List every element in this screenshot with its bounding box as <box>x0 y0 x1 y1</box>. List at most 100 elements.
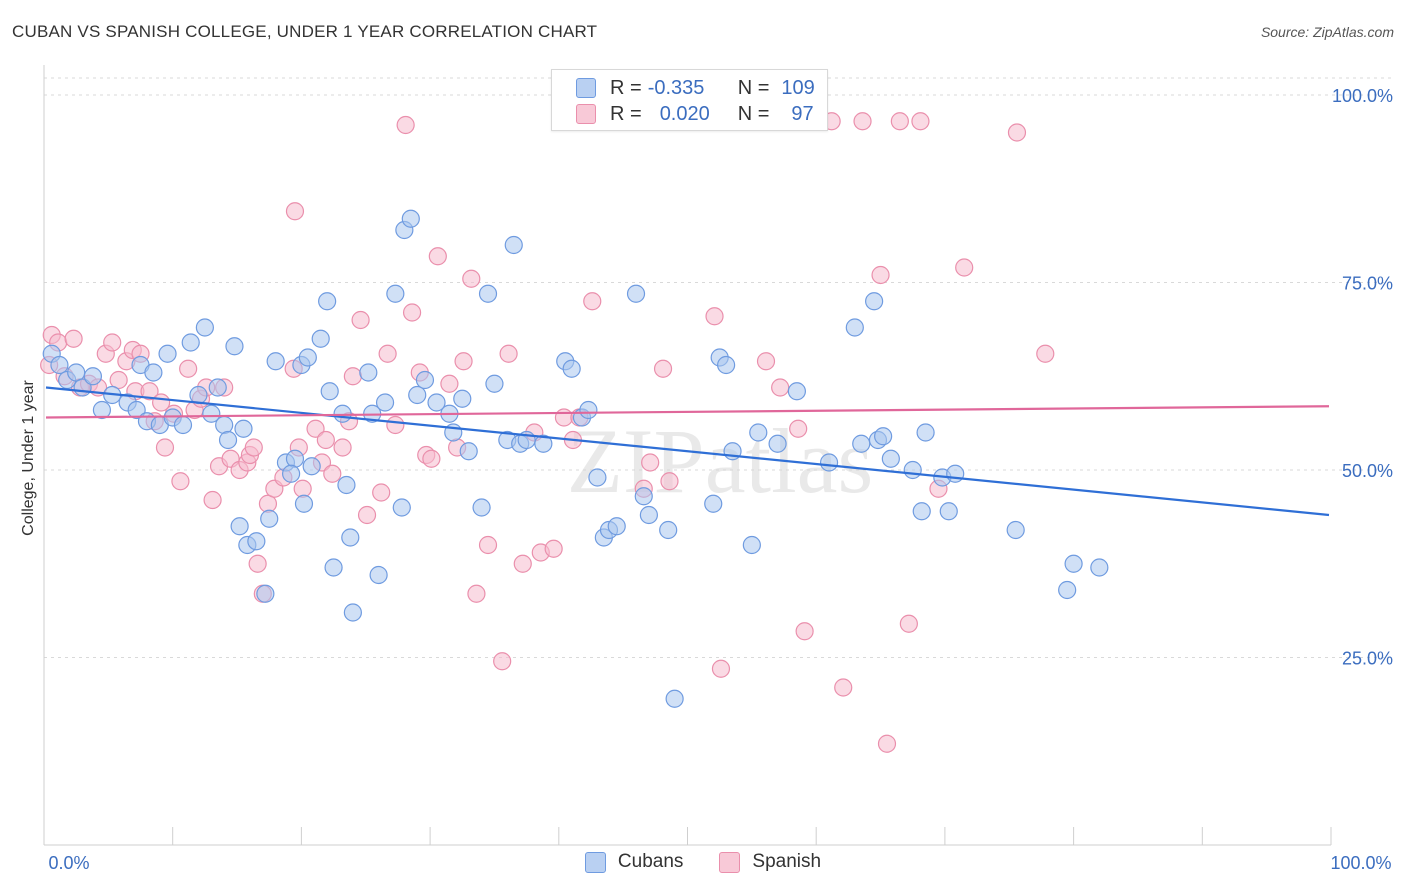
cuban-point <box>375 393 395 412</box>
cuban-point <box>266 352 285 371</box>
spanish-point <box>316 430 335 450</box>
y-tick-label: 75.0% <box>1342 274 1393 294</box>
cuban-point <box>282 464 301 483</box>
x-tick-label: 0.0% <box>48 853 89 873</box>
cuban-point <box>415 370 435 390</box>
cuban-point <box>626 284 646 303</box>
cuban-point <box>852 434 871 453</box>
spanish-point <box>103 333 122 352</box>
spanish-point <box>554 408 574 427</box>
cuban-point <box>359 363 378 382</box>
cuban-point <box>324 558 343 577</box>
cuban-point <box>1006 520 1025 540</box>
cuban-point <box>1058 580 1077 600</box>
spanish-point <box>454 352 473 371</box>
cuban-point <box>401 209 420 228</box>
cuban-point <box>247 532 266 551</box>
spanish-point <box>179 359 198 378</box>
cuban-point <box>260 509 279 528</box>
cuban-point <box>704 494 723 513</box>
cuban-point <box>158 344 177 363</box>
r-label: R = <box>610 102 642 125</box>
cuban-point <box>874 427 893 446</box>
legend-item-spanish: Spanish <box>719 851 821 873</box>
spanish-point <box>911 112 930 131</box>
legend-row-spanish: R = 0.020 N = 97 <box>576 102 814 126</box>
cuban-point <box>144 363 163 382</box>
cuban-point <box>1090 558 1109 577</box>
spanish-point <box>641 453 660 472</box>
spanish-point <box>853 112 872 131</box>
spanish-point <box>244 438 263 457</box>
cuban-point <box>939 502 958 521</box>
cuban-point <box>392 498 411 517</box>
r-value: -0.335 <box>647 76 705 99</box>
spanish-point <box>386 415 405 435</box>
cubans-trend-line <box>45 386 1330 517</box>
spanish-point <box>544 539 563 558</box>
cuban-point <box>472 498 491 517</box>
legend-label-spanish: Spanish <box>752 851 822 872</box>
y-tick-label: 50.0% <box>1342 461 1393 481</box>
legend-label-cubans: Cubans <box>617 851 684 872</box>
cuban-point <box>749 423 768 442</box>
cuban-point <box>181 333 200 352</box>
cuban-point <box>202 404 221 423</box>
cuban-point <box>903 460 922 480</box>
cuban-point <box>946 464 965 483</box>
cuban-point <box>634 487 653 506</box>
spanish-point <box>899 614 918 633</box>
cuban-point <box>320 382 339 401</box>
cuban-point <box>215 415 234 435</box>
cuban-point <box>92 400 112 420</box>
n-value: 97 <box>791 102 814 125</box>
cuban-point <box>819 453 839 472</box>
cuban-point <box>311 329 330 348</box>
cuban-point <box>579 400 598 420</box>
spanish-point <box>478 535 498 555</box>
cuban-point <box>916 423 935 442</box>
y-axis-label: College, Under 1 year <box>20 380 37 536</box>
cuban-point <box>302 457 321 476</box>
spanish-point <box>109 370 128 390</box>
cuban-point <box>225 337 244 356</box>
spanish-point <box>333 438 352 457</box>
r-label: R = <box>610 76 642 99</box>
spanish-swatch <box>719 851 741 873</box>
cuban-point <box>294 494 314 513</box>
cuban-point <box>318 292 337 311</box>
series-legend: Cubans Spanish <box>0 851 1406 873</box>
spanish-point <box>140 382 159 401</box>
cuban-point <box>337 475 356 495</box>
cuban-point <box>865 292 884 311</box>
spanish-point <box>402 303 422 322</box>
cuban-point <box>127 400 146 420</box>
legend-item-cubans: Cubans <box>584 851 684 873</box>
cuban-point <box>742 535 761 555</box>
cuban-point <box>912 502 931 521</box>
cuban-point <box>369 565 388 585</box>
cuban-point <box>1064 554 1083 573</box>
spanish-point <box>293 479 312 498</box>
spanish-point <box>440 374 459 393</box>
spanish-point <box>64 329 83 348</box>
spanish-point <box>955 258 974 277</box>
spanish-point <box>155 438 175 457</box>
cuban-point <box>427 393 446 412</box>
spanish-point <box>372 483 391 502</box>
cuban-point <box>845 318 864 337</box>
cuban-point <box>195 318 214 337</box>
x-tick-label: 100.0% <box>1330 853 1391 873</box>
cubans-swatch <box>576 78 596 98</box>
cuban-point <box>256 584 275 603</box>
cuban-point <box>562 359 581 378</box>
spanish-point <box>357 505 377 525</box>
cuban-point <box>234 419 253 438</box>
spanish-point <box>789 419 808 438</box>
spanish-point <box>795 622 814 641</box>
cuban-point <box>208 378 227 397</box>
spanish-point <box>323 464 342 483</box>
cuban-point <box>408 385 427 405</box>
spanish-point <box>877 734 897 753</box>
